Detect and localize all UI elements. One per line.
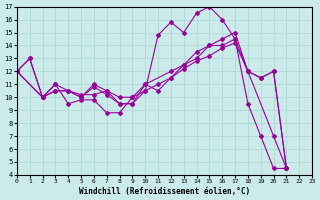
X-axis label: Windchill (Refroidissement éolien,°C): Windchill (Refroidissement éolien,°C) [79,187,250,196]
